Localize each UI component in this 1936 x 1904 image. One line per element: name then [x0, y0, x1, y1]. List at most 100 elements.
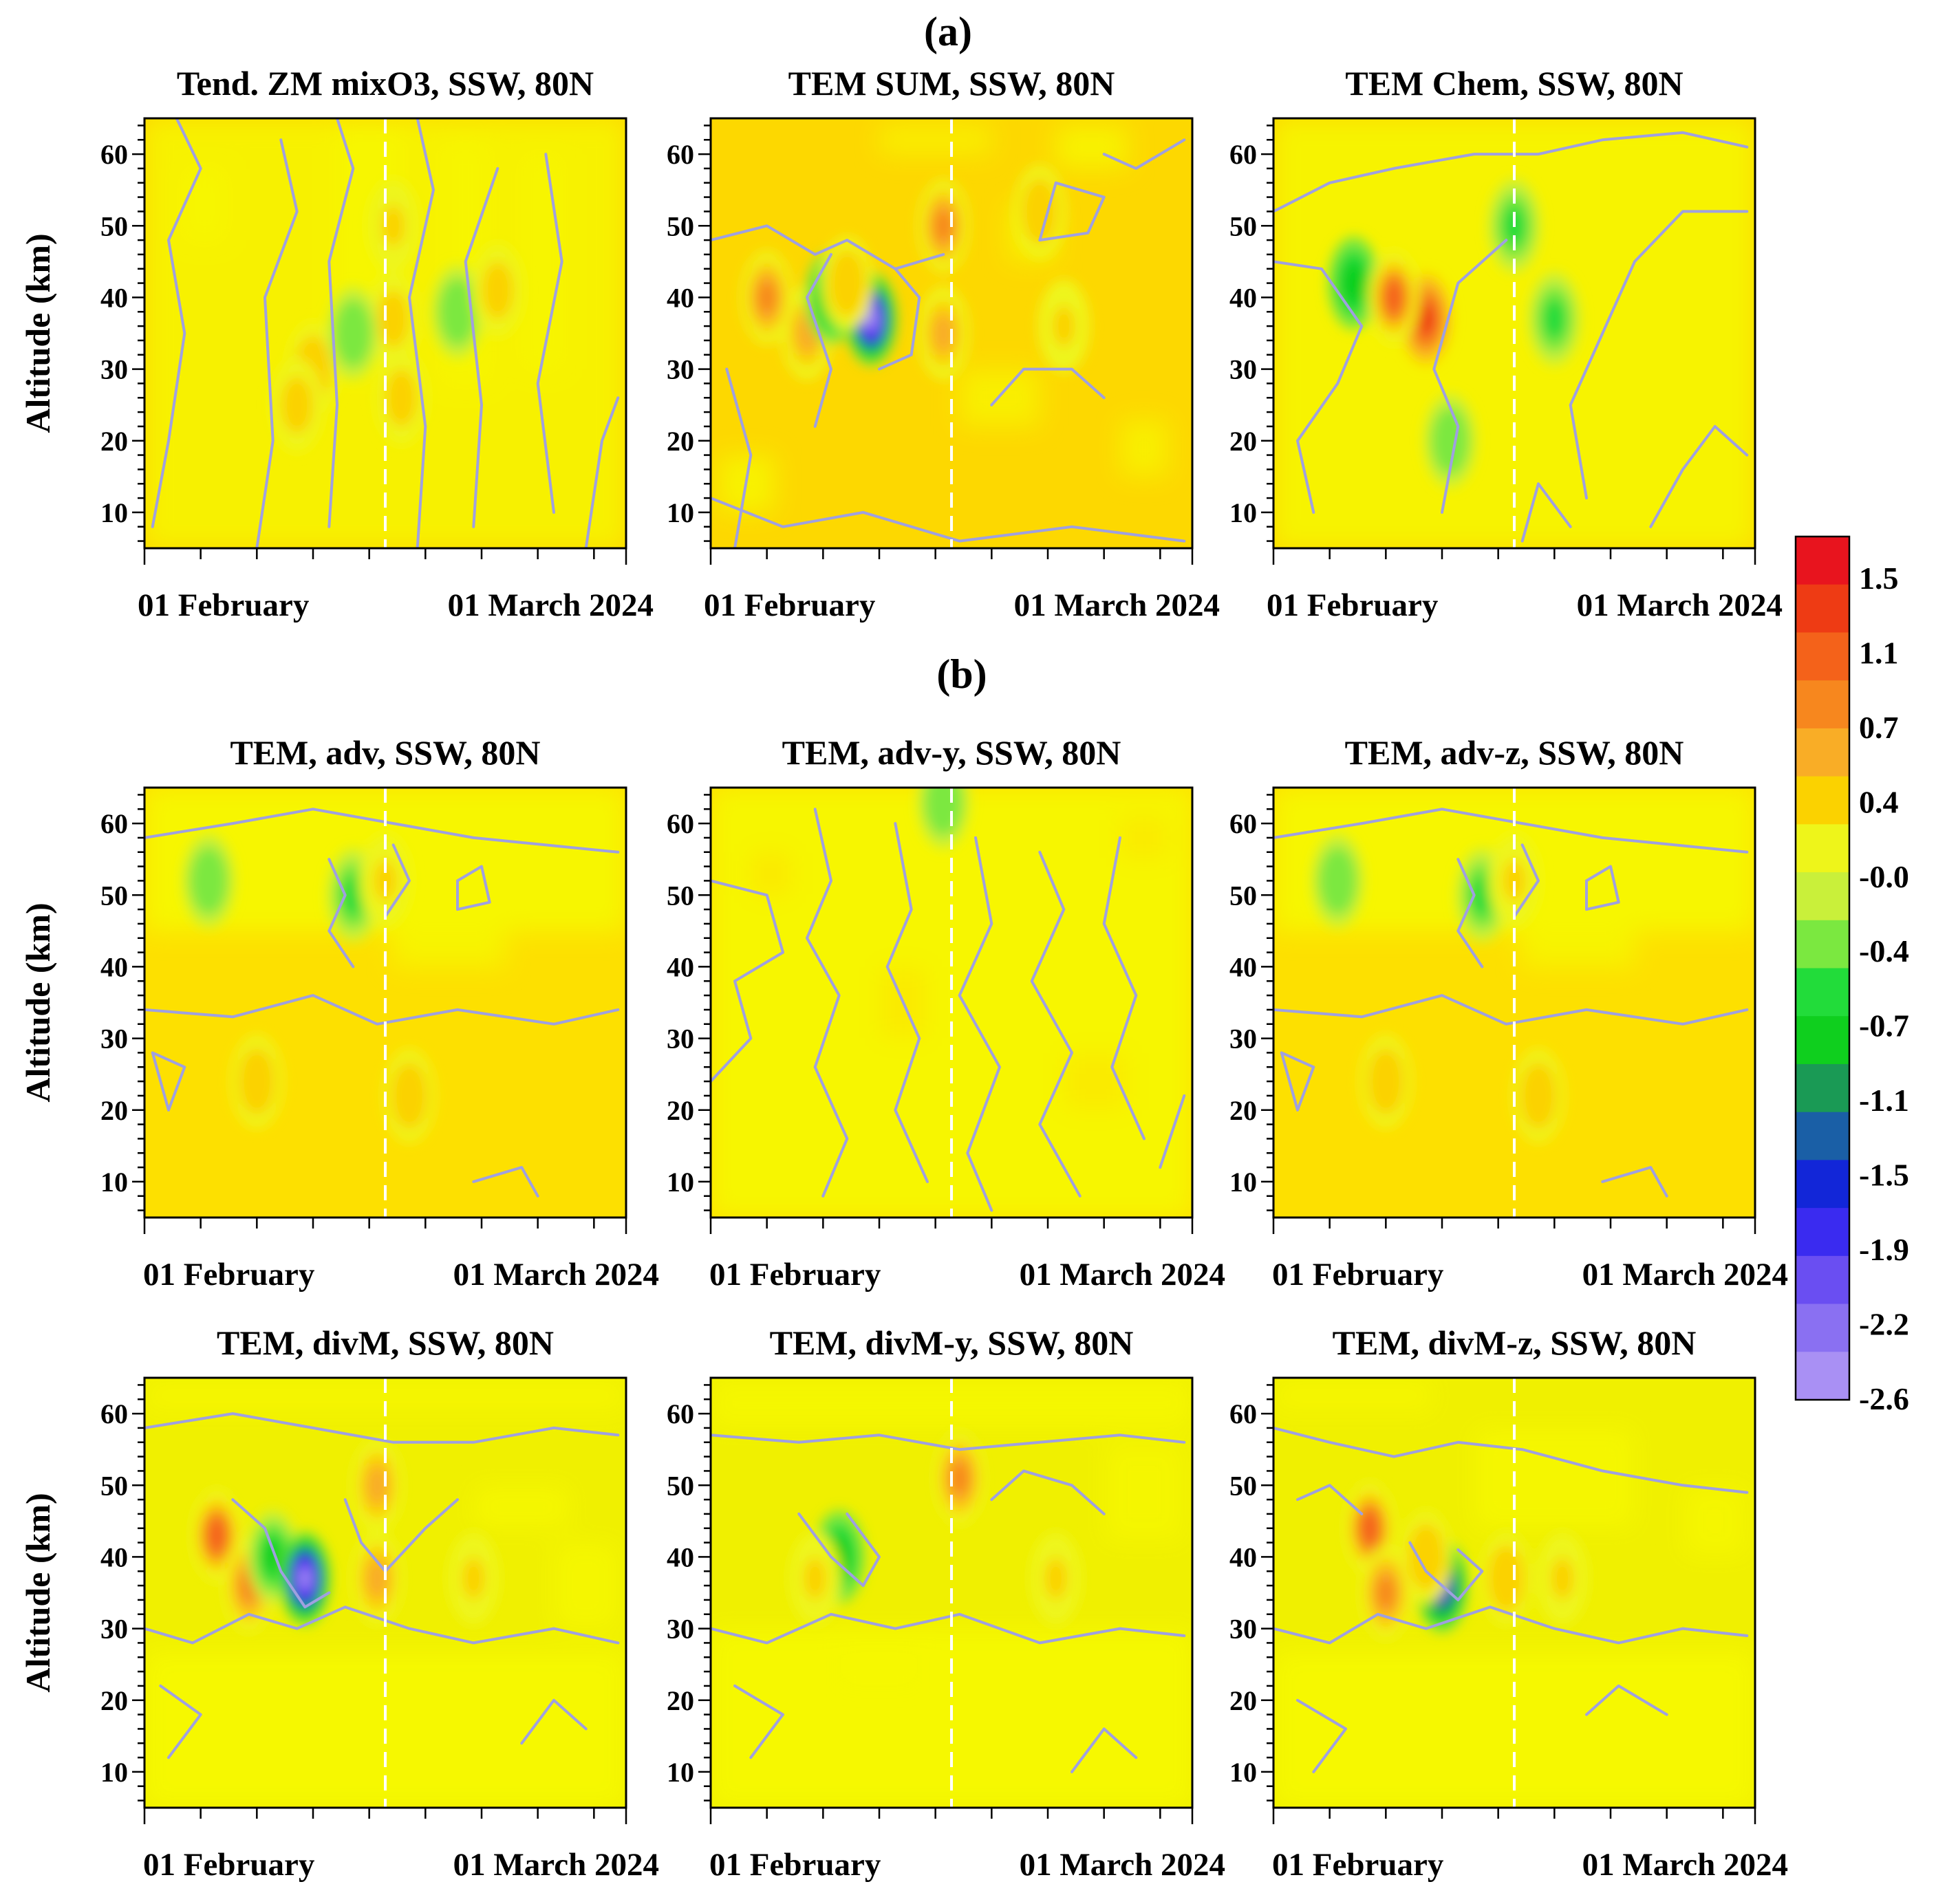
background-patch — [879, 125, 992, 155]
zero-contour-line — [885, 822, 929, 1183]
x-tick-label: 01 February — [709, 1257, 881, 1292]
x-tick-label: 01 February — [143, 1257, 315, 1292]
panel-9: TEM, divM-z, SSW, 80N 10 20 30 40 50 60 01 Febr… — [1229, 1323, 1788, 1883]
zero-contour-line — [1408, 1541, 1484, 1601]
zero-contour-line — [711, 1612, 1186, 1645]
panel-3: TEM Chem, SSW, 80N 10 20 30 40 50 60 01 Februar… — [1229, 64, 1783, 623]
background-patch — [1055, 125, 1128, 169]
heatmap-area — [144, 1378, 626, 1808]
x-tick-label: 01 March 2024 — [1020, 1257, 1225, 1292]
heatmap-feature — [1377, 1576, 1395, 1610]
zero-contour-line — [1601, 1166, 1668, 1198]
heatmap-feature — [208, 1519, 226, 1552]
zero-contour-line — [231, 1498, 331, 1609]
zero-contour-line — [584, 396, 620, 548]
zero-contour-line — [1513, 843, 1540, 918]
background-patch — [1474, 1427, 1635, 1528]
colorbar-segment — [1796, 1016, 1849, 1065]
x-tick-label: 01 February — [1272, 1257, 1444, 1292]
heatmap-feature — [1385, 281, 1403, 314]
zero-contour-line — [1102, 138, 1186, 170]
zero-contour-line — [1296, 1484, 1364, 1515]
panel-1: Tend. ZM mixO3, SSW, 80N 10 20 30 40 50 60 01 F… — [19, 64, 654, 623]
heatmap-feature — [197, 860, 220, 902]
y-tick-label: 30 — [667, 1024, 694, 1054]
plot-frame — [709, 117, 1194, 550]
zero-contour-line — [151, 118, 202, 528]
heatmap-feature — [1503, 860, 1526, 902]
heatmap-feature — [1527, 1074, 1550, 1117]
zero-contour-line — [327, 118, 355, 528]
heatmap-feature — [245, 1060, 268, 1103]
colorbar-segment — [1796, 1063, 1849, 1113]
zero-contour-line — [990, 367, 1106, 407]
y-tick-label: 20 — [1229, 1095, 1257, 1126]
y-tick-label: 10 — [1229, 497, 1257, 528]
zero-contour-line — [1102, 836, 1146, 1140]
y-tick-label: 40 — [1229, 282, 1257, 313]
panel-5: TEM, adv-y, SSW, 80N 10 20 30 40 50 60 01 Febru… — [667, 733, 1225, 1292]
y-tick-label: 50 — [1229, 1470, 1257, 1501]
colorbar-segment — [1796, 776, 1849, 825]
heatmap-feature — [1052, 305, 1075, 347]
colorbar-label: 0.7 — [1859, 710, 1899, 745]
panel-7: TEM, divM, SSW, 80N 10 20 30 40 50 60 01 Februa… — [19, 1323, 659, 1883]
y-axis-label: Altitude (km) — [19, 1493, 57, 1692]
x-tick-label: 01 March 2024 — [453, 1847, 659, 1883]
y-tick-label: 20 — [667, 1095, 694, 1126]
heatmap-feature — [374, 860, 397, 902]
zero-contour-line — [408, 118, 435, 548]
y-tick-label: 50 — [100, 880, 128, 911]
y-axis-label: Altitude (km) — [19, 902, 57, 1102]
y-tick-label: 50 — [100, 210, 128, 241]
zero-contour-line — [1273, 994, 1749, 1026]
heatmap-feature — [867, 311, 876, 327]
colorbar-segment — [1796, 1303, 1849, 1352]
zero-contour-line — [1071, 1727, 1138, 1773]
zero-contour-line — [1456, 858, 1484, 969]
zero-contour-line — [1280, 1051, 1315, 1112]
background-patch — [1522, 923, 1635, 967]
zero-contour-line — [1649, 424, 1749, 528]
colorbar-segment — [1796, 920, 1849, 969]
zero-contour-line — [1273, 260, 1364, 514]
heatmap-feature — [1419, 305, 1434, 333]
heatmap-feature — [1342, 262, 1366, 304]
y-tick-label: 60 — [1229, 139, 1257, 170]
zero-contour-line — [1273, 1605, 1749, 1645]
x-tick-label: 01 February — [1267, 587, 1439, 623]
zero-contour-line — [958, 836, 1001, 1212]
zero-contour-line — [711, 224, 945, 270]
y-tick-label: 30 — [667, 1614, 694, 1645]
background-patch — [751, 852, 791, 896]
panel-2: TEM SUM, SSW, 80N 10 20 30 40 50 60 01 February… — [667, 64, 1220, 623]
zero-contour-line — [1585, 1684, 1668, 1716]
colorbar-label: -1.9 — [1859, 1232, 1909, 1267]
x-tick-label: 01 March 2024 — [448, 587, 654, 623]
background-patch — [839, 1643, 920, 1686]
heatmap-feature — [932, 788, 955, 823]
heatmap-feature — [341, 312, 365, 354]
zero-contour-line — [1432, 239, 1508, 514]
heatmap-feature — [446, 291, 469, 333]
colorbar-label: 0.4 — [1859, 784, 1899, 819]
heatmap-area — [711, 118, 1192, 548]
x-tick-label: 01 March 2024 — [1577, 587, 1783, 623]
heatmap-area — [711, 1378, 1192, 1808]
heatmap-feature — [1494, 1557, 1518, 1599]
zero-contour-line — [725, 367, 753, 548]
panel-title: TEM, adv-z, SSW, 80N — [1345, 733, 1684, 772]
zero-contour-line — [1038, 181, 1106, 242]
zero-contour-line — [1159, 1094, 1186, 1169]
colorbar-label: 1.5 — [1859, 561, 1899, 596]
heatmap-feature — [281, 376, 313, 434]
y-tick-label: 40 — [1229, 1541, 1257, 1572]
colorbar-label: -0.4 — [1859, 933, 1909, 969]
zero-contour-line — [464, 166, 499, 528]
heatmap-feature — [1439, 420, 1462, 462]
zero-contour-line — [1296, 1698, 1347, 1773]
y-tick-label: 50 — [100, 1470, 128, 1501]
colorbar-label: -0.7 — [1859, 1008, 1909, 1043]
y-tick-label: 10 — [100, 497, 128, 528]
y-tick-label: 60 — [1229, 808, 1257, 839]
